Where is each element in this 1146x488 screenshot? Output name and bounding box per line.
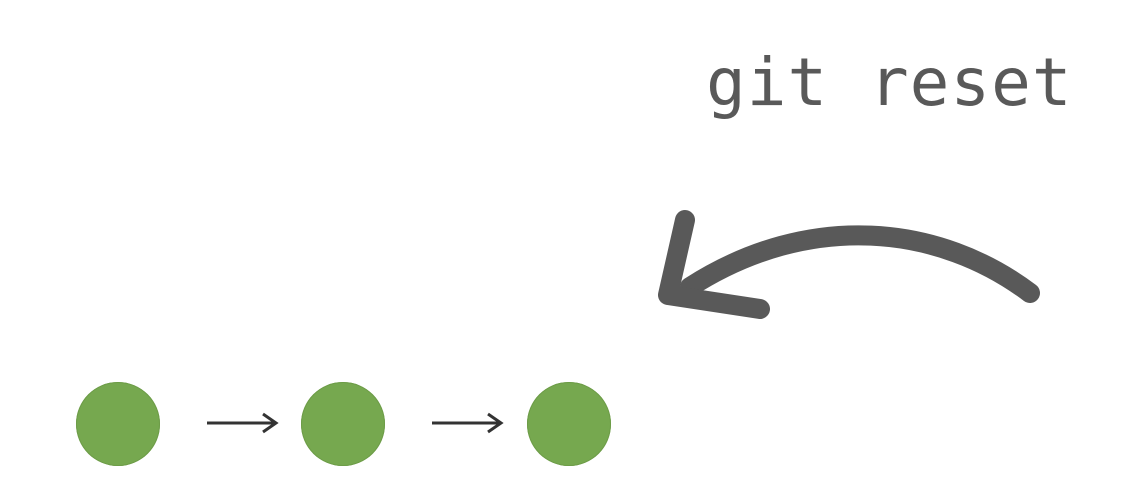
commit-chain [72, 380, 617, 472]
commit-node [527, 382, 611, 466]
commit-node [76, 382, 160, 466]
arrow-right-icon [207, 412, 279, 434]
commit-node [301, 382, 385, 466]
arrow-right-icon [432, 412, 504, 434]
git-reset-label: git reset [706, 44, 1073, 121]
curved-arrow-left-icon [658, 210, 1040, 319]
